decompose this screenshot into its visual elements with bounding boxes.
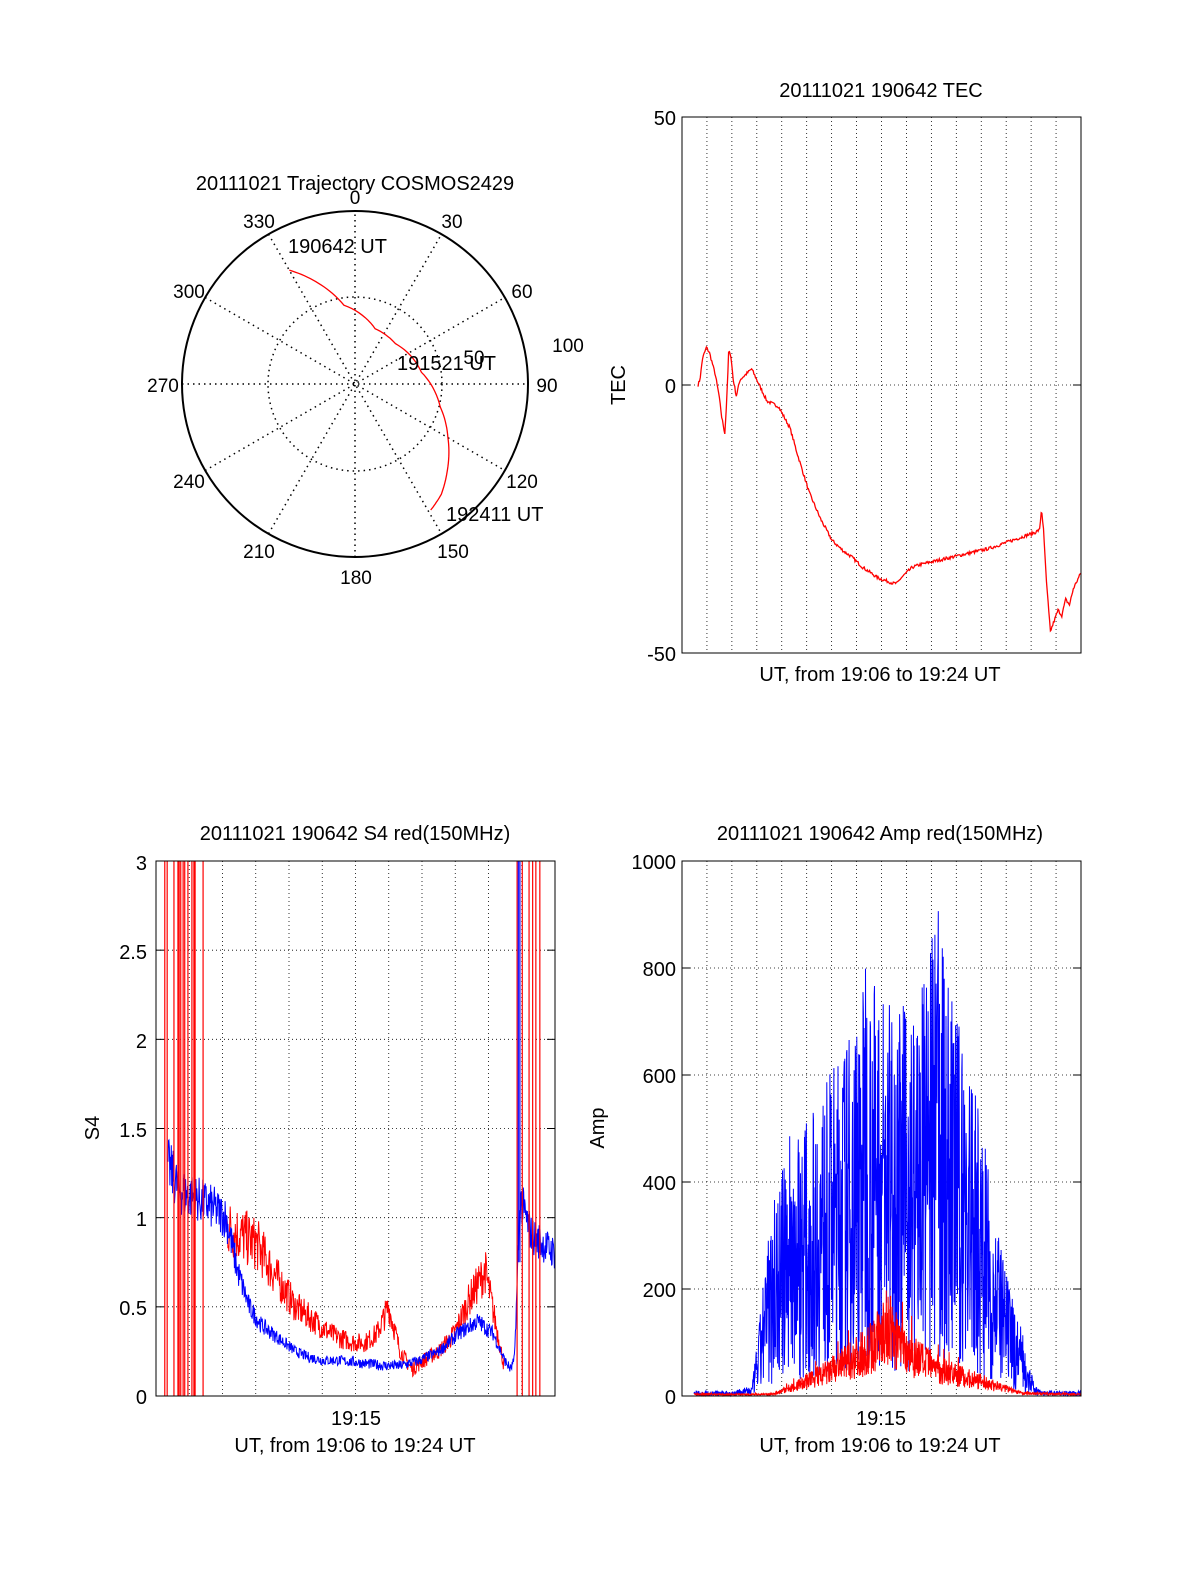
amp-ylabel: Amp: [587, 1107, 609, 1148]
polar-spoke: [267, 233, 443, 535]
s4-xtick-1915: 19:15: [331, 1408, 381, 1430]
amp-xlabel: UT, from 19:06 to 19:24 UT: [759, 1435, 1000, 1457]
amp-title: 20111021 190642 Amp red(150MHz): [717, 823, 1043, 845]
s4-ytick-2.5: 2.5: [119, 942, 147, 964]
amp-grid: [682, 861, 1081, 1396]
az-label-30: 30: [441, 212, 462, 233]
tec-xlabel: UT, from 19:06 to 19:24 UT: [759, 664, 1000, 686]
s4-ytick-0.5: 0.5: [119, 1298, 147, 1320]
s4-ytick-1: 1: [136, 1209, 147, 1231]
trajectory-middle-label: 191521 UT: [397, 353, 496, 375]
amp-ytick-200: 200: [643, 1280, 676, 1302]
amp-plot-frame: [681, 860, 1082, 1397]
tec-ytick-50: 50: [654, 108, 676, 130]
s4-xlabel: UT, from 19:06 to 19:24 UT: [234, 1435, 475, 1457]
amp-ytick-400: 400: [643, 1173, 676, 1195]
amp-ytick-0: 0: [665, 1387, 676, 1409]
s4-ytick-2: 2: [136, 1031, 147, 1053]
s4-y-ticks: [156, 949, 555, 1308]
amp-chart: 20111021 190642 Amp red(150MHz) 0 200 40…: [587, 823, 1082, 1457]
s4-chart: 20111021 190642 S4 red(150MHz) 0 0.5 1 1…: [82, 823, 556, 1457]
tec-ytick-neg50: -50: [647, 644, 676, 666]
az-label-240: 240: [173, 472, 205, 493]
s4-red-series-line: [225, 1206, 505, 1378]
polar-trajectory-chart: 20111021 Trajectory COSMOS2429 0 30 60 9…: [147, 173, 584, 589]
trajectory-start-label: 190642 UT: [288, 236, 387, 258]
az-label-150: 150: [437, 542, 469, 563]
s4-blue-series-line: [167, 1138, 556, 1372]
tec-ytick-0: 0: [665, 376, 676, 398]
tec-ylabel: TEC: [608, 365, 630, 405]
polar-title: 20111021 Trajectory COSMOS2429: [196, 173, 514, 195]
tec-title: 20111021 190642 TEC: [779, 80, 983, 102]
ring-label-50: 50: [463, 348, 484, 369]
az-label-180: 180: [340, 568, 372, 589]
polar-spoke: [267, 233, 443, 535]
az-label-270: 270: [147, 376, 179, 397]
s4-ytick-3: 3: [136, 853, 147, 875]
amp-ytick-800: 800: [643, 959, 676, 981]
tec-chart: 20111021 190642 TEC 50 0 -50 TEC UT, fro…: [608, 80, 1082, 686]
tec-series-line: [697, 345, 1082, 633]
az-label-210: 210: [243, 542, 275, 563]
amp-xtick-1915: 19:15: [856, 1408, 906, 1430]
az-label-60: 60: [511, 282, 532, 303]
amp-red-series-line: [693, 1290, 1082, 1398]
az-label-300: 300: [173, 282, 205, 303]
polar-spoke: [204, 296, 506, 472]
amp-y-ticks: [682, 967, 1081, 1290]
amp-blue-series-line: [693, 911, 1082, 1398]
amp-ytick-600: 600: [643, 1066, 676, 1088]
s4-title: 20111021 190642 S4 red(150MHz): [200, 823, 511, 845]
trajectory-line: [289, 269, 450, 511]
trajectory-end-label: 192411 UT: [446, 504, 543, 526]
tec-grid: [682, 117, 1081, 653]
az-label-90: 90: [536, 376, 557, 397]
s4-ytick-1.5: 1.5: [119, 1120, 147, 1142]
az-label-0: 0: [350, 188, 361, 209]
polar-spoke: [204, 296, 506, 472]
tec-y-ticks: [682, 116, 1081, 654]
polar-inner-ring: [267, 296, 443, 472]
s4-ytick-0: 0: [136, 1387, 147, 1409]
az-label-120: 120: [506, 472, 538, 493]
s4-grid: [156, 861, 555, 1396]
az-label-330: 330: [243, 212, 275, 233]
s4-spikes: [164, 861, 541, 1396]
ring-label-100: 100: [552, 336, 584, 357]
s4-ylabel: S4: [82, 1116, 104, 1140]
amp-ytick-1000: 1000: [632, 852, 677, 874]
